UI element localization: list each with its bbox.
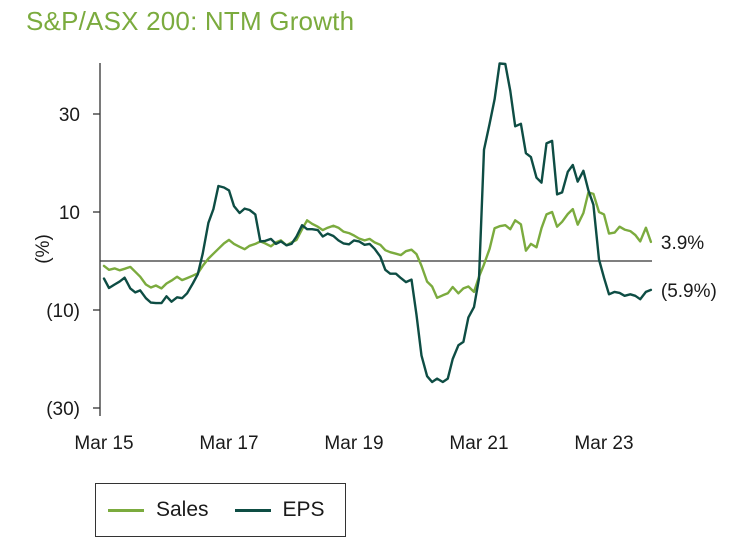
chart-title: S&P/ASX 200: NTM Growth	[26, 6, 355, 36]
legend-item-eps: EPS	[234, 498, 325, 522]
legend-swatch-eps	[234, 508, 271, 512]
x-tick-label: Mar 21	[449, 433, 508, 454]
y-tick-label: (30)	[46, 399, 80, 420]
end-label-group: 3.9% (5.9%)	[661, 233, 717, 302]
x-tick-label: Mar 19	[324, 433, 383, 454]
y-tick-label: 10	[59, 203, 80, 224]
legend-label-sales: Sales	[156, 498, 209, 521]
y-tick-label: 30	[59, 105, 80, 126]
y-tick-label: (10)	[46, 301, 80, 322]
x-tick-label: Mar 15	[74, 433, 133, 454]
x-tick-label: Mar 17	[199, 433, 258, 454]
y-tick-group: 30 10 (10) (30)	[46, 105, 100, 420]
x-tick-label: Mar 23	[574, 433, 633, 454]
legend-swatch-sales	[108, 508, 144, 512]
x-tick-group: Mar 15 Mar 17 Mar 19 Mar 21 Mar 23	[74, 433, 633, 454]
series-line-sales	[102, 191, 653, 299]
series-line-eps	[102, 62, 653, 384]
y-axis-title: (%)	[33, 234, 54, 264]
legend: Sales EPS	[95, 483, 346, 537]
end-label-eps: (5.9%)	[661, 281, 717, 302]
legend-item-sales: Sales	[108, 498, 209, 522]
end-label-sales: 3.9%	[661, 233, 704, 254]
legend-label-eps: EPS	[282, 498, 325, 521]
series-group	[102, 62, 653, 384]
